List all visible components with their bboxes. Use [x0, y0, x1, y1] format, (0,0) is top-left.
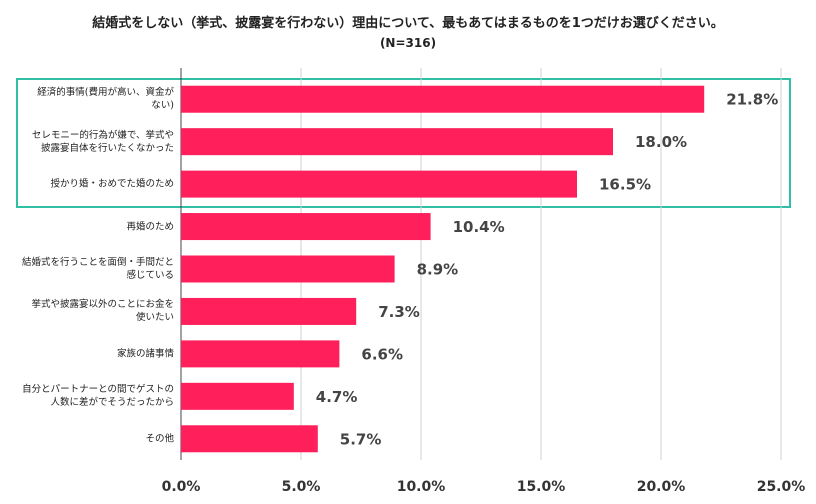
chart-subtitle: (N=316): [379, 36, 437, 50]
value-label: 6.6%: [361, 345, 403, 363]
highlight-box: [16, 78, 791, 208]
value-label: 10.4%: [453, 218, 505, 236]
y-tick-label: 経済的事情(費用が高い、資金が ない): [37, 87, 174, 112]
x-tick-label: 20.0%: [637, 479, 686, 495]
y-tick-label: 結婚式を行うことを面倒・手間だと 感じている: [21, 257, 174, 281]
y-tick-label: 再婚のため: [126, 221, 174, 233]
y-tick-label: 挙式や披露宴以外のことにお金を 使いたい: [31, 299, 174, 324]
bar: [181, 85, 705, 113]
bar: [181, 128, 613, 156]
y-tick-label: 自分とパートナーとの間でゲストの 人数に差がでそうだったから: [22, 384, 174, 409]
bar: [181, 213, 431, 241]
y-tick-label: 家族の諸事情: [116, 348, 174, 360]
bar: [181, 382, 294, 410]
y-tick-label: 授かり婚・おめでた婚のため: [50, 178, 174, 190]
x-tick-label: 10.0%: [397, 479, 446, 495]
value-label: 8.9%: [417, 261, 459, 279]
bar: [181, 255, 395, 283]
x-tick-label: 25.0%: [757, 479, 806, 495]
x-tick-label: 15.0%: [517, 479, 566, 495]
bar: [181, 297, 357, 325]
value-label: 5.7%: [340, 430, 382, 448]
x-tick-label: 0.0%: [162, 479, 201, 495]
bar: [181, 425, 318, 453]
x-tick-label: 5.0%: [282, 479, 321, 495]
value-label: 4.7%: [316, 388, 358, 406]
value-label: 18.0%: [635, 133, 687, 151]
value-label: 21.8%: [726, 91, 778, 109]
bar: [181, 340, 340, 368]
bar: [181, 170, 577, 198]
value-label: 16.5%: [599, 176, 651, 194]
value-label: 7.3%: [378, 303, 420, 321]
y-tick-label: その他: [145, 433, 174, 445]
y-tick-label: セレモニー的行為が嫌で、挙式や 披露宴自体を行いたくなかった: [31, 129, 174, 154]
chart-title: 結婚式をしない（挙式、披露宴を行わない）理由について、最もあてはまるものを1つだ…: [92, 16, 724, 31]
